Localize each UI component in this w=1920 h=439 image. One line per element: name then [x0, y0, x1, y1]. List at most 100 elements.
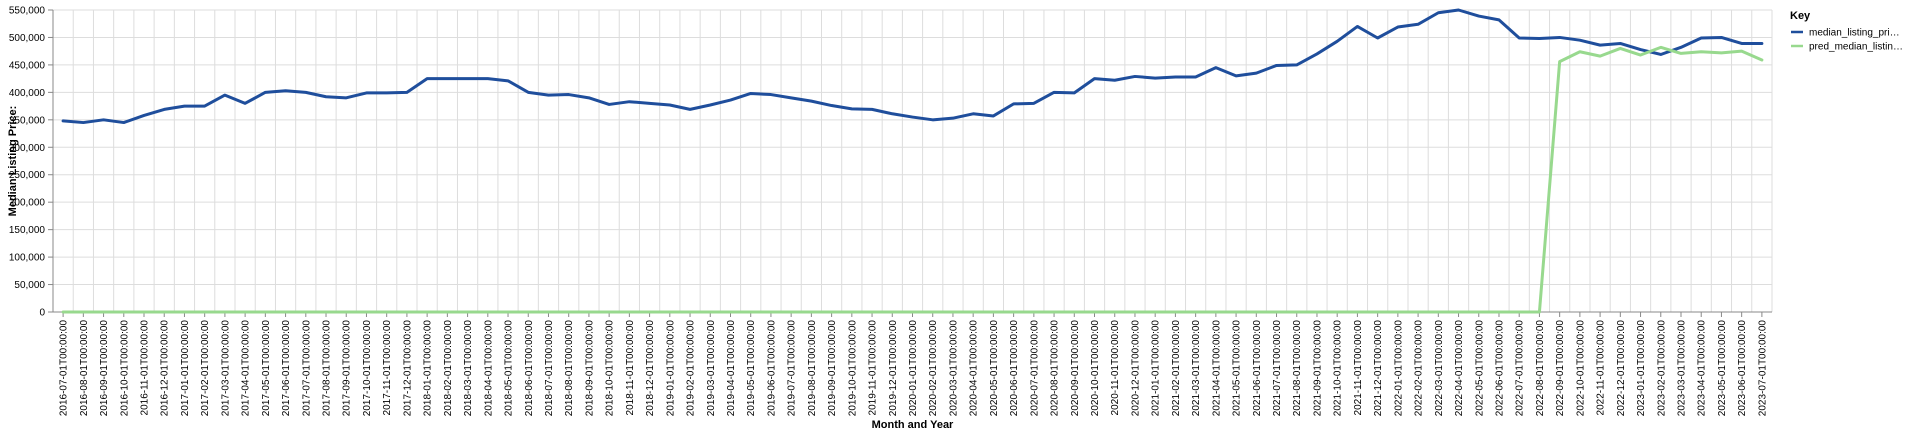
x-tick-label: 2017-04-01T00:00:00 [241, 320, 252, 417]
gridlines [53, 10, 1772, 312]
y-tick-label: 0 [39, 308, 45, 319]
x-tick-label: 2017-10-01T00:00:00 [362, 320, 373, 417]
x-tick-label: 2023-07-01T00:00:00 [1757, 320, 1768, 417]
x-tick-label: 2017-08-01T00:00:00 [322, 320, 333, 417]
x-tick-label: 2018-04-01T00:00:00 [483, 320, 494, 417]
x-tick-label: 2021-01-01T00:00:00 [1151, 320, 1162, 417]
x-tick-label: 2019-05-01T00:00:00 [746, 320, 757, 417]
x-tick-label: 2021-06-01T00:00:00 [1252, 320, 1263, 417]
x-tick-label: 2020-04-01T00:00:00 [969, 320, 980, 417]
x-tick-label: 2018-03-01T00:00:00 [463, 320, 474, 417]
x-tick-label: 2021-07-01T00:00:00 [1272, 320, 1283, 417]
x-tick-label: 2021-09-01T00:00:00 [1312, 320, 1323, 417]
x-tick-label: 2021-05-01T00:00:00 [1232, 320, 1243, 417]
y-tick-label: 550,000 [9, 6, 46, 17]
x-tick-label: 2021-12-01T00:00:00 [1373, 320, 1384, 417]
x-tick-label: 2022-03-01T00:00:00 [1434, 320, 1445, 417]
x-tick-label: 2018-05-01T00:00:00 [504, 320, 515, 417]
x-tick-label: 2018-01-01T00:00:00 [423, 320, 434, 417]
legend-label: pred_median_listin… [1809, 42, 1903, 53]
x-tick-label: 2022-11-01T00:00:00 [1596, 320, 1607, 416]
x-tick-label: 2021-10-01T00:00:00 [1333, 320, 1344, 417]
x-tick-label: 2017-07-01T00:00:00 [301, 320, 312, 417]
x-tick-label: 2019-04-01T00:00:00 [726, 320, 737, 417]
x-tick-label: 2017-09-01T00:00:00 [342, 320, 353, 417]
x-tick-label: 2020-05-01T00:00:00 [989, 320, 1000, 417]
x-tick-label: 2017-12-01T00:00:00 [402, 320, 413, 417]
x-tick-label: 2019-01-01T00:00:00 [665, 320, 676, 417]
x-tick-label: 2023-01-01T00:00:00 [1636, 320, 1647, 417]
x-tick-label: 2019-12-01T00:00:00 [888, 320, 899, 417]
x-tick-label: 2017-11-01T00:00:00 [382, 320, 393, 416]
x-tick-label: 2017-02-01T00:00:00 [200, 320, 211, 417]
x-tick-label: 2019-06-01T00:00:00 [766, 320, 777, 417]
y-tick-label: 400,000 [9, 88, 46, 99]
x-tick-label: 2023-04-01T00:00:00 [1697, 320, 1708, 417]
axes: 050,000100,000150,000200,000250,000300,0… [9, 6, 1772, 417]
legend-title: Key [1790, 10, 1811, 22]
x-tick-label: 2020-11-01T00:00:00 [1110, 320, 1121, 416]
x-tick-label: 2022-08-01T00:00:00 [1535, 320, 1546, 417]
y-tick-label: 450,000 [9, 60, 46, 71]
legend-items: median_listing_pri… pred_median_listin… [1791, 28, 1903, 53]
x-tick-label: 2021-02-01T00:00:00 [1171, 320, 1182, 417]
x-tick-label: 2023-06-01T00:00:00 [1737, 320, 1748, 417]
x-tick-label: 2018-07-01T00:00:00 [544, 320, 555, 417]
x-tick-label: 2016-07-01T00:00:00 [59, 320, 70, 417]
x-tick-label: 2022-04-01T00:00:00 [1454, 320, 1465, 417]
x-tick-label: 2016-08-01T00:00:00 [79, 320, 90, 417]
series-line-1 [63, 10, 1762, 123]
x-tick-label: 2022-07-01T00:00:00 [1515, 320, 1526, 417]
x-tick-label: 2018-11-01T00:00:00 [625, 320, 636, 416]
x-tick-label: 2021-11-01T00:00:00 [1353, 320, 1364, 416]
x-tick-label: 2019-03-01T00:00:00 [706, 320, 717, 417]
x-tick-label: 2020-02-01T00:00:00 [928, 320, 939, 417]
x-tick-label: 2022-10-01T00:00:00 [1575, 320, 1586, 417]
legend-label: median_listing_pri… [1809, 28, 1900, 39]
x-tick-label: 2023-05-01T00:00:00 [1717, 320, 1728, 417]
x-tick-label: 2020-06-01T00:00:00 [1009, 320, 1020, 417]
series-line-2 [63, 47, 1762, 312]
series-lines [63, 10, 1762, 312]
x-tick-label: 2020-12-01T00:00:00 [1130, 320, 1141, 417]
x-tick-label: 2020-01-01T00:00:00 [908, 320, 919, 417]
x-tick-label: 2018-02-01T00:00:00 [443, 320, 454, 417]
x-tick-label: 2019-10-01T00:00:00 [847, 320, 858, 417]
x-tick-label: 2023-03-01T00:00:00 [1676, 320, 1687, 417]
y-tick-label: 150,000 [9, 225, 46, 236]
x-tick-label: 2021-08-01T00:00:00 [1292, 320, 1303, 417]
x-tick-label: 2019-08-01T00:00:00 [807, 320, 818, 417]
x-tick-label: 2020-07-01T00:00:00 [1029, 320, 1040, 417]
legend: Key median_listing_pri… pred_median_listi… [1790, 10, 1903, 53]
x-tick-label: 2017-05-01T00:00:00 [261, 320, 272, 417]
x-tick-label: 2016-12-01T00:00:00 [160, 320, 171, 417]
x-tick-label: 2022-02-01T00:00:00 [1414, 320, 1425, 417]
x-tick-label: 2020-03-01T00:00:00 [948, 320, 959, 417]
x-tick-label: 2018-12-01T00:00:00 [645, 320, 656, 417]
x-tick-label: 2021-03-01T00:00:00 [1191, 320, 1202, 417]
x-tick-label: 2020-10-01T00:00:00 [1090, 320, 1101, 417]
x-tick-label: 2023-02-01T00:00:00 [1656, 320, 1667, 417]
x-tick-label: 2019-09-01T00:00:00 [827, 320, 838, 417]
y-axis-title: Median Listing Price: [7, 106, 19, 217]
y-tick-label: 50,000 [14, 280, 45, 291]
x-tick-label: 2022-12-01T00:00:00 [1616, 320, 1627, 417]
x-tick-label: 2022-06-01T00:00:00 [1494, 320, 1505, 417]
x-tick-label: 2019-11-01T00:00:00 [868, 320, 879, 416]
x-tick-label: 2017-03-01T00:00:00 [220, 320, 231, 417]
x-tick-label: 2016-10-01T00:00:00 [119, 320, 130, 417]
x-tick-label: 2022-01-01T00:00:00 [1393, 320, 1404, 417]
x-tick-label: 2016-11-01T00:00:00 [140, 320, 151, 416]
x-tick-label: 2022-05-01T00:00:00 [1474, 320, 1485, 417]
x-tick-label: 2017-01-01T00:00:00 [180, 320, 191, 417]
x-tick-label: 2018-08-01T00:00:00 [564, 320, 575, 417]
x-tick-label: 2016-09-01T00:00:00 [99, 320, 110, 417]
x-tick-label: 2020-08-01T00:00:00 [1050, 320, 1061, 417]
x-axis-title: Month and Year [872, 419, 954, 431]
x-tick-label: 2019-07-01T00:00:00 [787, 320, 798, 417]
x-tick-label: 2018-06-01T00:00:00 [524, 320, 535, 417]
y-tick-label: 100,000 [9, 253, 46, 264]
y-tick-label: 500,000 [9, 33, 46, 44]
x-tick-label: 2021-04-01T00:00:00 [1211, 320, 1222, 417]
